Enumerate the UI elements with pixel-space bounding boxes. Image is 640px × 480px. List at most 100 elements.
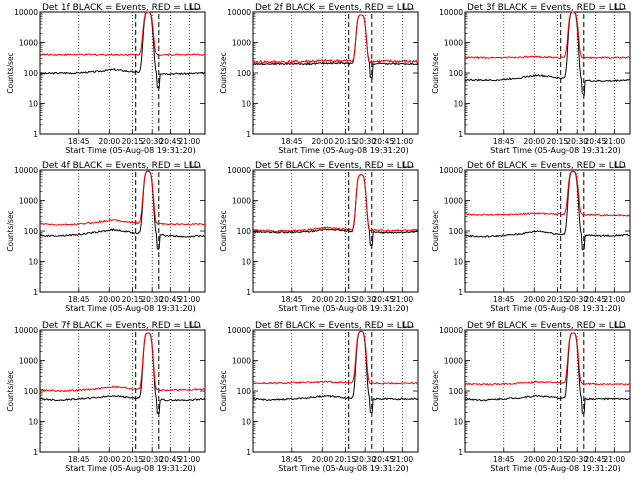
series-events-line xyxy=(252,14,419,80)
y-tick-label: 1 xyxy=(458,130,463,139)
panel-det-1: Det 1f BLACK = Events, RED = LLD 1 10 100 10… xyxy=(6,3,206,155)
x-tick-label: 21:00 xyxy=(179,455,201,464)
x-axis-label: Start Time (05-Aug-08 19:31:20) xyxy=(278,304,409,313)
y-tick-label: 1 xyxy=(458,448,463,457)
x-tick-label: 21:00 xyxy=(179,295,201,304)
x-tick-label: 20:30 xyxy=(566,455,588,464)
y-tick-label: 1000 xyxy=(232,197,251,206)
x-tick-label: 20:15 xyxy=(122,295,144,304)
y-tick-label: 1000 xyxy=(19,39,38,48)
x-axis-label: Start Time (05-Aug-08 19:31:20) xyxy=(65,146,196,155)
x-tick-label: 20:45 xyxy=(585,137,607,146)
y-tick-label: 10 xyxy=(453,258,463,267)
x-tick-label: 20:00 xyxy=(98,137,120,146)
y-tick-label: 10 xyxy=(453,100,463,109)
x-tick-label: 18:45 xyxy=(281,455,303,464)
x-axis-label: Start Time (05-Aug-08 19:31:20) xyxy=(278,464,409,473)
x-tick-label: 21:00 xyxy=(604,455,626,464)
x-tick-label: 20:00 xyxy=(98,455,120,464)
x-tick-label: 18:45 xyxy=(493,295,515,304)
series-lld-line xyxy=(464,170,631,217)
series-lld-line xyxy=(464,332,631,386)
y-tick-label: 100 xyxy=(449,227,464,236)
y-axis-label: Counts/sec xyxy=(431,52,440,93)
x-tick-label: 20:30 xyxy=(141,295,163,304)
y-tick-label: 10000 xyxy=(439,166,463,175)
series-lld-line xyxy=(252,330,419,385)
y-tick-label: 1 xyxy=(33,288,38,297)
y-tick-label: 100 xyxy=(237,227,252,236)
x-tick-label: 21:00 xyxy=(392,137,414,146)
series-events-line xyxy=(39,170,206,250)
y-axis-label: Counts/sec xyxy=(219,210,228,251)
y-tick-label: 10000 xyxy=(439,8,463,17)
series-lld-line xyxy=(39,11,206,57)
y-tick-label: 10 xyxy=(28,418,38,427)
x-tick-label: 20:00 xyxy=(523,137,545,146)
x-axis-label: Start Time (05-Aug-08 19:31:20) xyxy=(278,146,409,155)
x-tick-label: 20:45 xyxy=(160,455,182,464)
x-tick-label: 18:45 xyxy=(281,295,303,304)
series-lld-line xyxy=(39,332,206,393)
x-tick-label: 20:00 xyxy=(98,295,120,304)
panel-det-4: Det 4f BLACK = Events, RED = LLD 1 10 100 10… xyxy=(6,161,206,313)
x-axis-label: Start Time (05-Aug-08 19:31:20) xyxy=(65,304,196,313)
plot-frame xyxy=(464,169,631,293)
y-tick-label: 1000 xyxy=(444,197,463,206)
x-tick-label: 20:15 xyxy=(122,137,144,146)
plot-frame xyxy=(252,11,419,135)
x-tick-label: 20:15 xyxy=(335,455,357,464)
x-tick-label: 21:00 xyxy=(392,295,414,304)
series-lld-line xyxy=(252,14,419,65)
y-tick-label: 10000 xyxy=(439,326,463,335)
x-tick-label: 20:45 xyxy=(160,137,182,146)
x-axis-label: Start Time (05-Aug-08 19:31:20) xyxy=(65,464,196,473)
series-events-line xyxy=(464,170,631,251)
y-tick-label: 100 xyxy=(24,69,39,78)
panel-det-7: Det 7f BLACK = Events, RED = LLD 1 10 100 10… xyxy=(6,321,206,473)
plot-frame xyxy=(464,11,631,135)
y-tick-label: 1 xyxy=(458,288,463,297)
x-tick-label: 20:00 xyxy=(311,137,333,146)
y-tick-label: 1000 xyxy=(232,39,251,48)
legend-mark xyxy=(403,161,414,168)
x-tick-label: 18:45 xyxy=(68,455,90,464)
series-events-line xyxy=(464,332,631,414)
y-tick-label: 10 xyxy=(241,258,251,267)
x-tick-label: 20:45 xyxy=(160,295,182,304)
y-tick-label: 10000 xyxy=(227,166,251,175)
x-tick-label: 20:00 xyxy=(311,295,333,304)
legend-mark xyxy=(190,321,201,328)
panel-title: Det 5f BLACK = Events, RED = LLD xyxy=(255,161,414,171)
y-tick-label: 10000 xyxy=(227,8,251,17)
y-tick-label: 10 xyxy=(241,418,251,427)
y-tick-label: 100 xyxy=(237,387,252,396)
legend-mark xyxy=(615,3,626,10)
x-tick-label: 20:45 xyxy=(373,137,395,146)
panel-title: Det 8f BLACK = Events, RED = LLD xyxy=(255,321,414,331)
x-tick-label: 20:45 xyxy=(373,455,395,464)
y-tick-label: 1000 xyxy=(232,357,251,366)
x-tick-label: 21:00 xyxy=(179,137,201,146)
x-tick-label: 20:30 xyxy=(354,455,376,464)
series-events-line xyxy=(39,11,206,89)
x-tick-label: 18:45 xyxy=(68,295,90,304)
y-tick-label: 10 xyxy=(28,100,38,109)
plot-frame xyxy=(252,329,419,453)
legend-mark xyxy=(615,321,626,328)
y-axis-label: Counts/sec xyxy=(431,370,440,411)
panel-title: Det 2f BLACK = Events, RED = LLD xyxy=(255,3,414,13)
x-tick-label: 20:15 xyxy=(335,137,357,146)
y-tick-label: 100 xyxy=(449,387,464,396)
x-tick-label: 20:00 xyxy=(523,295,545,304)
y-tick-label: 100 xyxy=(24,227,39,236)
x-tick-label: 20:15 xyxy=(335,295,357,304)
panel-title: Det 1f BLACK = Events, RED = LLD xyxy=(42,3,201,13)
panel-det-3: Det 3f BLACK = Events, RED = LLD 1 10 100 10… xyxy=(431,3,631,155)
y-tick-label: 10000 xyxy=(14,326,38,335)
y-axis-label: Counts/sec xyxy=(6,52,15,93)
panel-det-5: Det 5f BLACK = Events, RED = LLD 1 10 100 10… xyxy=(219,161,419,313)
x-tick-label: 20:30 xyxy=(566,295,588,304)
x-axis-label: Start Time (05-Aug-08 19:31:20) xyxy=(490,146,621,155)
x-tick-label: 20:30 xyxy=(354,295,376,304)
